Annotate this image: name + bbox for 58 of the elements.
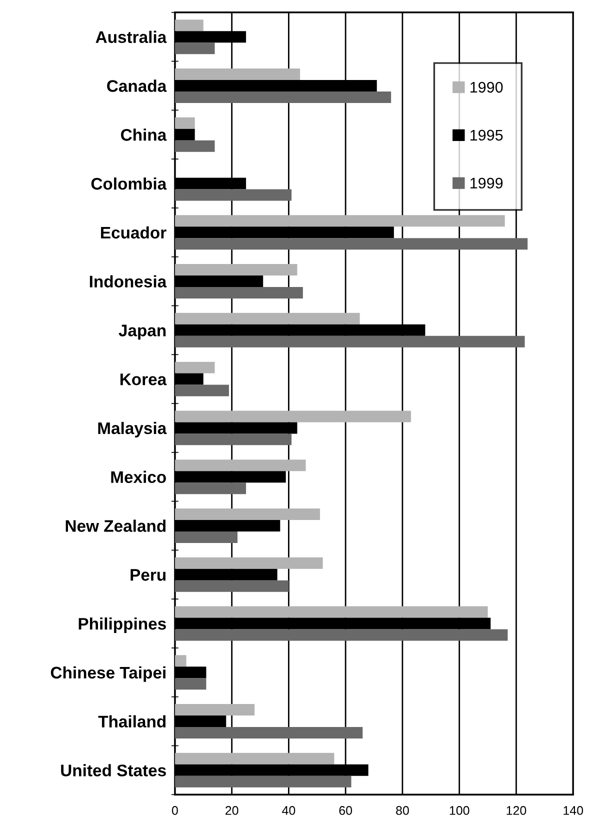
x-tick-label: 100 [450,806,470,815]
bar [174,606,488,618]
bar [174,410,411,422]
y-tick-label: Colombia [91,177,167,190]
bar [174,91,392,103]
bar [174,629,508,641]
y-tick-label: United States [61,764,166,776]
bar [174,776,352,788]
bar [174,189,292,201]
x-tick-label: 20 [225,806,238,815]
bar [174,140,215,152]
x-tick-label: 0 [172,806,178,815]
y-tick-label: China [120,128,167,141]
bar [174,678,206,690]
bar [174,362,215,374]
legend-label: 1999 [470,178,503,189]
bar [174,68,300,80]
bar [174,482,246,494]
bar [174,434,292,446]
y-tick-label: Mexico [111,470,166,484]
y-tick-label: Indonesia [90,275,167,288]
y-tick-label: Philippines [78,617,166,633]
bar [174,531,238,543]
bar [174,580,289,592]
bar [174,42,215,54]
bar [174,557,323,569]
y-tick-label: Australia [96,30,167,44]
bar [174,238,528,250]
bar [174,336,525,348]
x-tick-label: 140 [564,806,584,815]
bar [174,655,186,667]
bar [174,287,303,299]
bar [174,752,334,764]
bar [174,384,229,396]
legend-label: 1990 [470,82,503,93]
y-tick-label: Chinese Taipei [50,666,166,682]
bar [174,20,204,32]
bar [174,704,255,716]
bar [174,264,298,276]
x-tick-label: 120 [506,806,526,815]
legend-label: 1995 [470,130,503,141]
bar [174,117,195,129]
y-tick-label: Malaysia [98,422,167,438]
y-tick-label: Ecuador [101,226,166,239]
y-tick-label: New Zealand [66,520,166,532]
bar [174,215,505,227]
bar [174,312,360,324]
x-tick-label: 40 [282,806,296,815]
bar [174,727,363,739]
x-tick-label: 80 [396,806,409,815]
y-tick-label: Canada [107,80,167,92]
bar [174,460,306,472]
y-tick-label: Thailand [98,715,166,728]
y-tick-label: Korea [120,374,167,386]
bar [174,508,320,520]
y-tick-label: Peru [130,569,166,581]
y-tick-label: Japan [118,324,166,340]
x-tick-label: 60 [339,806,352,815]
